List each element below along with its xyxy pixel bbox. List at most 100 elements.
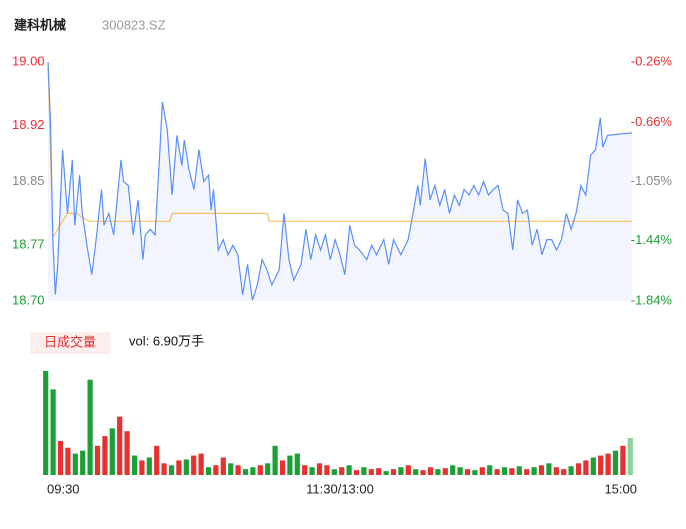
volume-bar [176, 460, 182, 475]
volume-bar [102, 436, 108, 475]
volume-bar [420, 470, 426, 475]
volume-bar [501, 467, 508, 475]
average-line [47, 61, 632, 240]
volume-bar [376, 468, 382, 475]
volume-bar [442, 468, 448, 475]
volume-bar [87, 379, 93, 475]
volume-bar [538, 465, 545, 475]
volume-bar [553, 467, 559, 475]
volume-bar [43, 370, 49, 475]
volume-bar [413, 469, 419, 475]
volume-bar [479, 467, 485, 475]
volume-bar [324, 465, 330, 475]
volume-bar [250, 467, 256, 475]
price-area [48, 62, 632, 301]
volume-bar [235, 465, 241, 475]
volume-bar [316, 463, 323, 475]
volume-bar [161, 463, 167, 475]
volume-bar [287, 455, 293, 475]
volume-bar [405, 465, 411, 475]
volume-bar [427, 467, 434, 475]
volume-bar [383, 471, 389, 475]
volume-bar [228, 463, 234, 475]
volume-bar [561, 469, 567, 475]
y2-tick-label: -1.84% [631, 292, 673, 307]
stock-code: 300823.SZ [102, 17, 166, 32]
volume-bar [279, 460, 286, 475]
volume-bar [65, 447, 71, 475]
volume-bar [50, 389, 56, 475]
stock-name: 建科机械 [14, 17, 66, 32]
volume-bar [109, 428, 115, 475]
y2-tick-label: -1.44% [631, 232, 673, 247]
volume-bar [494, 469, 500, 475]
volume-bar [546, 463, 552, 475]
volume-bar [302, 465, 308, 475]
volume-label: 日成交量 [44, 334, 96, 349]
volume-bar [435, 469, 441, 475]
x-tick-label: 09:30 [47, 481, 80, 496]
volume-bar [94, 445, 101, 475]
volume-bar [72, 453, 78, 475]
volume-bar [168, 465, 175, 475]
volume-bar [390, 469, 397, 475]
y2-tick-label: -0.26% [631, 53, 673, 68]
volume-bar [627, 438, 633, 475]
volume-bar [487, 465, 493, 475]
volume-bar [464, 469, 471, 475]
volume-bar [117, 416, 123, 475]
volume-bar [620, 445, 626, 475]
volume-bar [472, 470, 478, 475]
volume-bar [361, 467, 367, 475]
volume-bar [331, 469, 337, 475]
y2-tick-label: -1.05% [631, 173, 673, 188]
x-tick-label: 15:00 [604, 481, 637, 496]
volume-bar [265, 463, 271, 475]
y-tick-label: 19.00 [12, 53, 45, 68]
y-tick-label: 18.85 [12, 173, 45, 188]
volume-bar [205, 467, 212, 475]
volume-bar [80, 450, 86, 475]
volume-bar [568, 466, 574, 475]
volume-bar [131, 455, 138, 475]
volume-bar [605, 453, 611, 475]
y-tick-label: 18.77 [12, 237, 45, 252]
volume-bar [575, 463, 582, 475]
volume-bar [531, 467, 537, 475]
volume-bar [598, 455, 604, 475]
volume-bar [124, 431, 130, 475]
volume-bar [450, 465, 456, 475]
volume-bar [242, 469, 249, 475]
volume-bar [272, 445, 278, 475]
volume-bar [257, 465, 263, 475]
volume-bar [198, 453, 204, 475]
volume-bar [353, 470, 360, 475]
volume-bar [183, 459, 189, 475]
volume-bar [368, 469, 374, 475]
volume-bar [220, 457, 226, 475]
volume-bar [457, 467, 463, 475]
volume-bar [154, 445, 160, 475]
volume-bar [191, 455, 197, 475]
y-tick-label: 18.70 [12, 292, 45, 307]
volume-bar [612, 450, 619, 475]
volume-bar [583, 460, 589, 475]
volume-bar [516, 466, 522, 475]
volume-label-bg [30, 332, 110, 354]
volume-bar [294, 453, 300, 475]
x-tick-label: 11:30/13:00 [306, 481, 374, 496]
volume-bar [590, 457, 596, 475]
volume-bar [57, 440, 64, 475]
price-line [47, 61, 633, 301]
volume-bar [339, 467, 345, 475]
volume-bar [524, 469, 530, 475]
volume-bar [213, 465, 219, 475]
y-tick-label: 18.92 [12, 117, 45, 132]
volume-bar [309, 467, 315, 475]
volume-info: vol: 6.90万手 [129, 333, 204, 348]
volume-bar [146, 457, 152, 475]
y2-tick-label: -0.66% [631, 114, 673, 129]
volume-bar [398, 467, 404, 475]
volume-bar [509, 468, 515, 475]
